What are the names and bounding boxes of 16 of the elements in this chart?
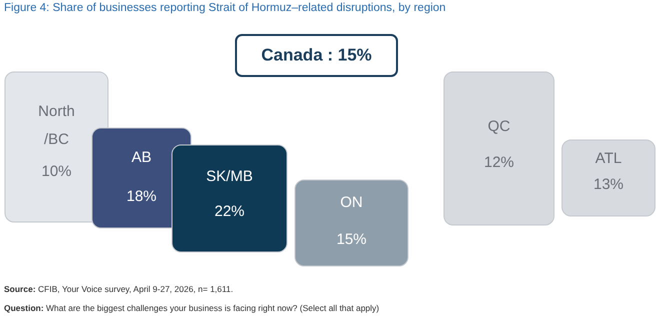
text: Canada : 15%	[261, 46, 372, 65]
source-note: Source: CFIB, Your Voice survey, April 9-27, 2026, n= 1,611.	[4, 284, 234, 294]
category-label: SK/MB	[206, 168, 253, 186]
text: Question: What are the biggest challenges your business is facing right now? (Select all that apply)	[4, 303, 380, 313]
text: Figure 4: Share of businesses reporting Strait of Hormuz–related disruptions, by region	[4, 2, 446, 14]
category-label: AB	[131, 149, 152, 166]
data-label: 13%	[593, 176, 624, 194]
data-label: 10%	[41, 163, 72, 180]
data-label: 18%	[126, 188, 157, 206]
category-label: North /BC	[38, 103, 75, 148]
category-label: ATL	[595, 150, 622, 168]
data-label: 22%	[214, 203, 245, 220]
category-label: QC	[488, 118, 510, 136]
category-label: ON	[340, 194, 363, 212]
data-label: 15%	[336, 231, 367, 248]
data-label: 12%	[484, 154, 514, 172]
